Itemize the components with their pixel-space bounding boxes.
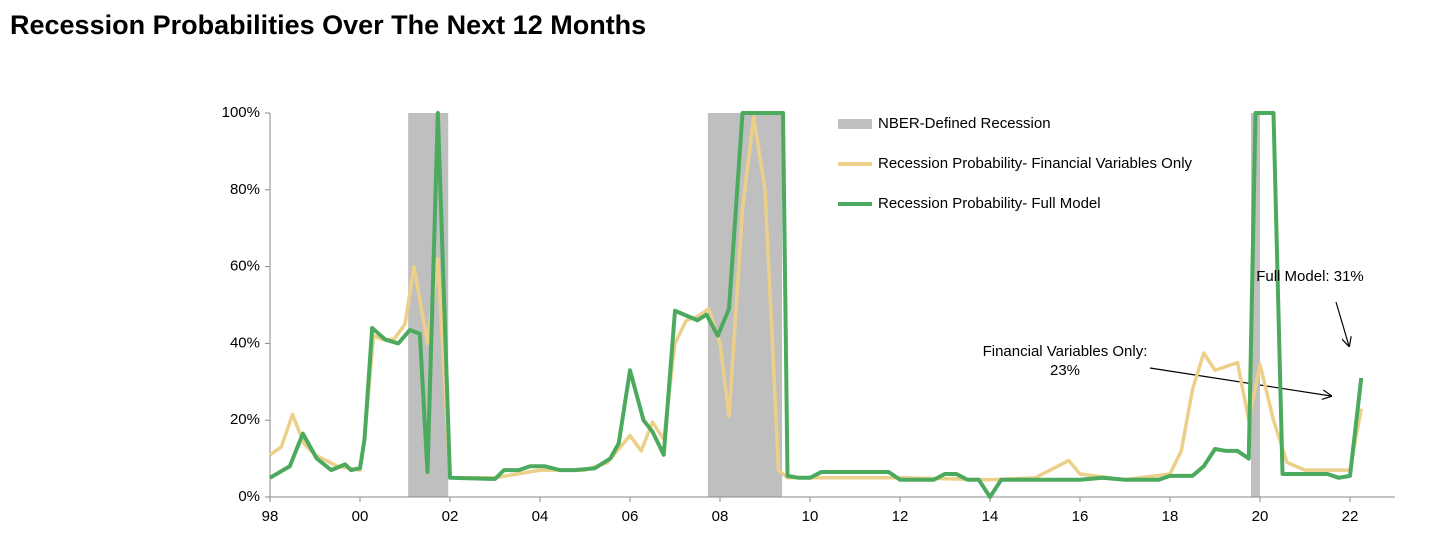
- y-tick-label: 60%: [230, 258, 260, 275]
- x-tick-label: 12: [892, 508, 909, 525]
- annotation-arrow: [1335, 301, 1349, 346]
- x-tick-label: 00: [352, 508, 369, 525]
- x-tick-label: 16: [1072, 508, 1089, 525]
- y-tick-label: 100%: [222, 104, 260, 121]
- legend-label: Recession Probability- Financial Variabl…: [878, 155, 1193, 172]
- x-tick-label: 02: [442, 508, 459, 525]
- recession-band: [1251, 113, 1260, 497]
- y-tick-label: 20%: [230, 411, 260, 428]
- series-line: [268, 111, 1364, 499]
- legend-label: Recession Probability- Full Model: [878, 195, 1101, 212]
- x-tick-label: 22: [1342, 508, 1359, 525]
- y-tick-label: 80%: [230, 181, 260, 198]
- x-tick-label: 08: [712, 508, 729, 525]
- x-tick-label: 18: [1162, 508, 1179, 525]
- y-tick-label: 40%: [230, 334, 260, 351]
- y-tick-label: 0%: [238, 488, 260, 505]
- x-tick-label: 04: [532, 508, 549, 525]
- annotation: Financial Variables Only:: [983, 343, 1148, 360]
- legend-label: NBER-Defined Recession: [878, 115, 1051, 132]
- x-tick-label: 14: [982, 508, 999, 525]
- x-tick-label: 06: [622, 508, 639, 525]
- x-tick-label: 10: [802, 508, 819, 525]
- x-tick-label: 98: [262, 508, 279, 525]
- annotation: 23%: [1050, 362, 1080, 379]
- x-tick-label: 20: [1252, 508, 1269, 525]
- chart-title: Recession Probabilities Over The Next 12…: [10, 10, 646, 40]
- annotation: Full Model: 31%: [1256, 268, 1364, 285]
